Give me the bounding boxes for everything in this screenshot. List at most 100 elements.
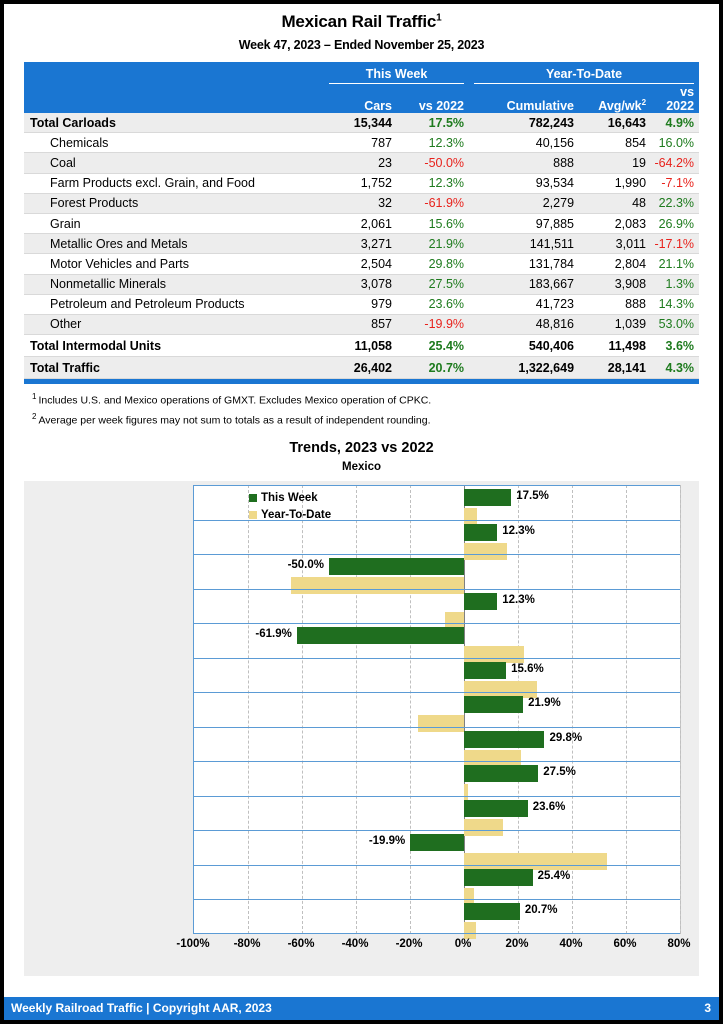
bar-year-to-date [417,715,464,733]
column-header-avgwk-footnote: 2 [641,97,647,107]
chart-category-row: Forest Products-61.9% [194,623,680,664]
table-row: Farm Products excl. Grain, and Food 1,752… [24,173,700,194]
cell-cumulative: 48,816 [469,314,580,336]
chart-title: Trends, 2023 vs 2022 [289,440,434,457]
bar-this-week [464,696,524,714]
chart-x-tick-label: -80% [233,938,261,950]
chart-category-row: Chemicals12.3% [194,519,680,560]
cell-cumulative: 540,406 [469,334,580,358]
chart-x-tick-label: -60% [287,938,315,950]
chart-x-axis: -100% -80% -60% -40% -20% 0% 20% 40% 60% 80% [176,938,690,958]
chart-row-separator [194,899,680,901]
cell-cumulative: 41,723 [469,294,580,315]
row-label: Forest Products [24,193,324,214]
chart-gridline [248,485,249,934]
cell-ytd-vs-2022: 26.9% [651,213,700,235]
chart-category-row: Total Carloads17.5% [194,485,680,525]
bar-this-week [329,558,464,576]
cell-cumulative: 2,279 [469,193,580,214]
chart-plot-area: Total Carloads17.5%Chemicals12.3%Coal-50… [193,485,681,940]
chart-x-tick-label: 80% [667,938,691,950]
table-row: Nonmetallic Minerals 3,078 27.5% 183,667 3,9… [24,274,700,295]
column-header-tw-vs-2022: vs 2022 [397,85,470,113]
cell-avgwk: 854 [579,132,652,154]
cell-cars: 857 [324,314,397,336]
cell-tw-vs-2022: 27.5% [397,274,470,295]
row-label: Grain [24,213,324,235]
cell-tw-vs-2022: 29.8% [397,253,470,275]
bar-this-week [464,799,528,817]
cell-avgwk: 48 [579,193,652,214]
row-label: Total Carloads [24,113,324,134]
cell-tw-vs-2022: 15.6% [397,213,470,235]
table-header-spacer [24,62,324,85]
bar-value-label: -61.9% [255,628,292,641]
row-label: Metallic Ores and Metals [24,233,324,255]
table-column-header-row: Cars vs 2022 Cumulative Avg/wk2 vs 2022 [24,85,700,113]
cell-avgwk: 28,141 [579,356,652,380]
bar-this-week [464,489,512,506]
rail-traffic-table-wrapper: This Week Year-To-Date Cars vs 2022 Cumu… [24,62,700,380]
group-header-this-week: This Week [324,62,470,85]
footnote-2-text: Average per week figures may not sum to … [38,414,431,427]
chart-category-row: Metallic Ores and Metals21.9% [194,692,680,733]
row-label: Total Intermodal Units [24,334,324,358]
chart-row-separator [194,692,680,694]
chart-x-tick-label: 40% [559,938,583,950]
bar-value-label: 23.6% [532,800,566,813]
cell-tw-vs-2022: -19.9% [397,314,470,336]
bar-value-label: 12.3% [502,593,535,606]
bar-this-week [296,627,464,645]
chart-category-row: Nonmetallic Minerals27.5% [194,761,680,802]
bar-this-week [464,523,498,541]
chart-gridline [572,485,573,934]
chart-row-separator [194,761,680,763]
chart-row-separator [194,830,680,832]
cell-ytd-vs-2022: -7.1% [651,173,700,194]
row-label: Chemicals [24,132,324,154]
cell-ytd-vs-2022: -17.1% [651,233,700,255]
row-label: Other [24,314,324,336]
cell-cars: 1,752 [324,173,397,194]
chart-category-row: Motor Vehicles and Parts29.8% [194,726,680,767]
cell-cars: 2,504 [324,253,397,275]
chart-x-tick-label: -100% [176,938,210,950]
chart-x-tick-label: 20% [505,938,529,950]
chart-category-row: Other-19.9% [194,830,680,871]
chart-row-separator [194,485,680,486]
bar-value-label: 25.4% [537,869,571,882]
chart-category-row: Farm Products and Food12.3% [194,588,680,629]
column-header-cars: Cars [324,85,397,113]
bar-year-to-date [444,611,464,629]
cell-tw-vs-2022: 12.3% [397,132,470,154]
bar-year-to-date [464,749,521,767]
bar-year-to-date [464,784,468,802]
chart-row-separator [194,795,680,797]
cell-cars: 979 [324,294,397,315]
table-row: Total Carloads 15,344 17.5% 782,243 16,643 4.… [24,113,700,134]
cell-cars: 3,078 [324,274,397,295]
cell-tw-vs-2022: -50.0% [397,152,470,174]
bar-year-to-date [464,922,476,940]
row-label: Farm Products excl. Grain, and Food [24,173,324,194]
cell-avgwk: 3,011 [579,233,652,255]
chart-category-row: Total Traffic20.7% [194,899,680,940]
cell-cars: 23 [324,152,397,174]
bar-value-label: 17.5% [516,490,549,502]
bar-year-to-date [464,508,478,525]
footnote-1: 1 Includes U.S. and Mexico operations of … [32,389,699,409]
bar-year-to-date [464,818,503,836]
chart-row-separator [194,623,680,625]
table-group-header-row: This Week Year-To-Date [24,62,700,85]
bar-year-to-date [464,887,474,905]
row-label: Petroleum and Petroleum Products [24,294,324,315]
cell-avgwk: 888 [579,294,652,315]
footer-page-number: 3 [704,1001,711,1015]
bar-year-to-date [464,853,608,871]
cell-cars: 787 [324,132,397,154]
cell-cumulative: 93,534 [469,173,580,194]
chart-category-row: Coal-50.0% [194,554,680,595]
legend-item-ytd: Year-To-Date [249,507,331,524]
table-row: Grain 2,061 15.6% 97,885 2,083 26.9% [24,213,700,235]
bar-this-week [464,765,539,783]
